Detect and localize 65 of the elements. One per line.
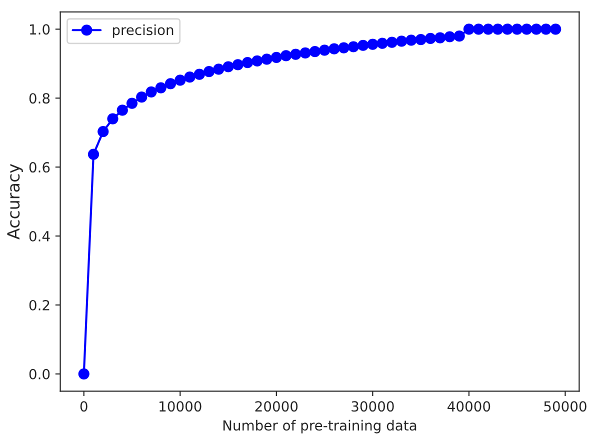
point xyxy=(338,42,350,54)
point xyxy=(78,368,90,380)
point xyxy=(386,36,398,48)
y-tick-label: 0.4 xyxy=(29,230,50,242)
x-tick-label: 10000 xyxy=(160,401,202,412)
point xyxy=(300,47,311,59)
point xyxy=(88,148,100,160)
point xyxy=(482,24,494,35)
point xyxy=(146,86,157,98)
point xyxy=(107,113,118,124)
y-tick-label: 0.8 xyxy=(29,93,50,104)
point xyxy=(406,34,417,46)
x-tick-label: 50000 xyxy=(544,401,586,412)
x-tick-label: 0 xyxy=(80,401,88,412)
point xyxy=(184,72,196,83)
point xyxy=(309,46,320,58)
point xyxy=(424,32,436,44)
point xyxy=(328,43,340,54)
point xyxy=(116,104,128,116)
point xyxy=(155,82,166,94)
x-tick-label: 30000 xyxy=(352,401,394,412)
x-axis-title: Number of pre-training data xyxy=(223,420,416,434)
point xyxy=(136,92,148,103)
point xyxy=(261,54,272,65)
y-tick-label: 0.2 xyxy=(29,300,50,310)
x-tick-label: 40000 xyxy=(448,401,490,412)
point xyxy=(463,24,475,35)
point xyxy=(492,24,504,35)
x-tick-label: 20000 xyxy=(255,401,298,412)
point xyxy=(434,32,446,44)
point xyxy=(164,78,176,90)
point xyxy=(357,40,369,51)
y-tick-label: 0.0 xyxy=(29,368,50,380)
point xyxy=(280,50,292,62)
point xyxy=(348,41,359,52)
y-axis-title: Accuracy xyxy=(7,164,23,240)
y-tick-label: 0.6 xyxy=(29,162,50,173)
point xyxy=(318,44,330,56)
point xyxy=(376,38,388,49)
point xyxy=(396,36,408,47)
point xyxy=(126,98,138,109)
point xyxy=(232,59,244,70)
point xyxy=(473,24,484,35)
point xyxy=(222,61,234,72)
point xyxy=(290,48,302,60)
point xyxy=(530,24,542,35)
point xyxy=(270,52,282,63)
point xyxy=(454,30,465,42)
point xyxy=(444,31,456,42)
legend-label: precision xyxy=(112,24,174,38)
point xyxy=(252,55,263,66)
point xyxy=(242,57,254,68)
point xyxy=(367,38,378,50)
point xyxy=(174,74,186,86)
point xyxy=(203,66,215,78)
point xyxy=(213,64,224,75)
point xyxy=(502,24,514,35)
point xyxy=(415,34,426,46)
y-tick-label: 1.0 xyxy=(30,24,50,35)
point xyxy=(98,126,109,138)
point xyxy=(521,24,532,35)
point xyxy=(512,24,523,35)
point xyxy=(550,24,562,35)
point xyxy=(194,68,205,80)
point xyxy=(540,24,552,35)
